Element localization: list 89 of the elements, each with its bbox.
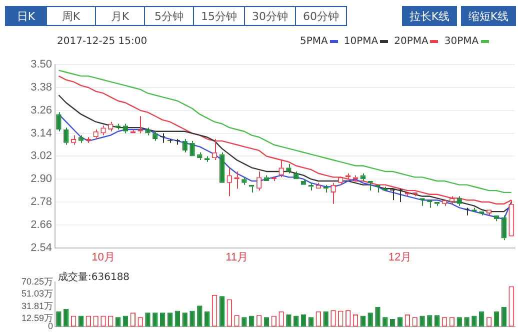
candlestick [122, 123, 128, 134]
x-tick-label: 11月 [226, 251, 248, 264]
text: 60分钟 [295, 6, 347, 26]
candlestick [64, 127, 69, 146]
bar [360, 316, 366, 327]
bar [397, 317, 403, 327]
y-tick-label: 2.54 [30, 242, 52, 254]
bar [264, 317, 270, 327]
y-tick-label: 31.81万 [21, 300, 53, 311]
bar [204, 311, 210, 327]
legend-label: 10PMA [344, 36, 378, 47]
text: 15分钟 [193, 6, 245, 26]
candlestick [501, 214, 506, 241]
bar [160, 312, 166, 327]
text: 日K [5, 6, 47, 26]
y-tick-label: 3.50 [30, 58, 52, 71]
bar [479, 311, 484, 327]
candlestick [78, 134, 84, 144]
text: 5分钟 [144, 6, 194, 26]
candlestick [256, 170, 262, 192]
bar [242, 317, 247, 327]
candlestick [56, 112, 62, 132]
chart-title: 2017-12-25 15:00 [57, 36, 148, 47]
bar [190, 310, 195, 327]
y-tick-label: 3.14 [30, 127, 52, 140]
bar [78, 316, 84, 327]
y-tick-label: 3.02 [30, 150, 52, 162]
bar [494, 311, 500, 327]
bar [427, 315, 432, 327]
bar [368, 312, 373, 327]
y-tick-label: 0 [48, 321, 53, 332]
bar [464, 317, 470, 327]
candlestick [219, 152, 225, 183]
text: 拉长K线 [402, 6, 457, 26]
x-tick-label: 12月 [388, 251, 412, 264]
bar [64, 308, 69, 327]
candlestick [442, 200, 448, 206]
y-tick-label: 3.38 [30, 82, 52, 94]
y-tick-label: 70.25万 [21, 276, 53, 286]
candlestick [190, 140, 195, 156]
bar [197, 306, 202, 327]
candlestick [197, 152, 202, 161]
candlestick [182, 138, 188, 153]
bar [286, 314, 292, 327]
candlestick [456, 196, 462, 206]
bar [115, 317, 121, 327]
bar [182, 312, 188, 327]
candlestick [93, 128, 98, 140]
bar [456, 317, 462, 327]
bar [300, 314, 306, 327]
bar [145, 312, 150, 327]
bar [375, 306, 380, 327]
text: 缩短K线 [461, 6, 516, 26]
x-tick-label: 10月 [92, 251, 115, 264]
bar [308, 317, 314, 327]
text: 30分钟 [244, 6, 296, 26]
y-tick-label: 51.03万 [21, 288, 53, 299]
bar [472, 316, 477, 327]
legend-label: 5PMA [300, 36, 328, 47]
bar [294, 316, 299, 327]
candlestick [286, 163, 292, 174]
y-tick-label: 2.78 [30, 196, 52, 208]
candlestick [300, 178, 306, 185]
text: 月K [95, 6, 145, 26]
bar [323, 311, 328, 327]
y-tick-label: 2.90 [30, 173, 52, 186]
bar [219, 296, 225, 327]
bar [152, 312, 158, 327]
candlestick [152, 130, 158, 142]
bar [167, 312, 173, 327]
y-tick-label: 3.26 [30, 104, 52, 116]
candlestick [145, 127, 150, 136]
annotation: 成交量:636188 [58, 270, 130, 284]
bar [420, 316, 425, 327]
bar [174, 310, 180, 327]
text: 周K [46, 6, 96, 26]
legend-label: 20PMA [394, 36, 428, 47]
bar [56, 311, 62, 327]
y-tick-label: 2.66 [30, 218, 52, 231]
y-tick-label: 12.59万 [21, 313, 53, 324]
candlestick [479, 212, 484, 216]
candlestick [242, 176, 247, 186]
legend-label: 30PMA [444, 36, 479, 47]
bar [501, 306, 506, 327]
bar [382, 317, 388, 327]
bar [434, 315, 440, 327]
candlestick [70, 134, 76, 146]
candlestick [486, 210, 492, 216]
bar [249, 316, 254, 327]
